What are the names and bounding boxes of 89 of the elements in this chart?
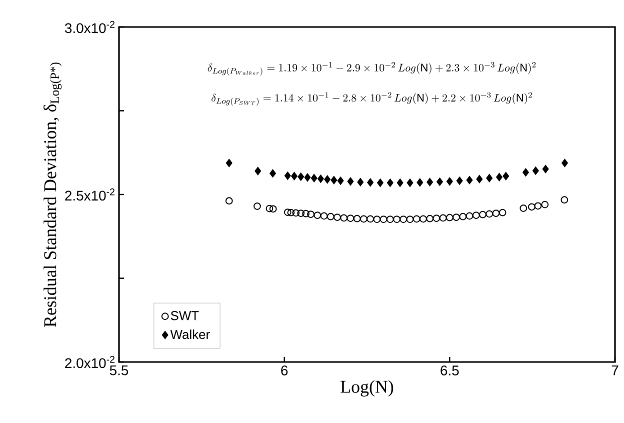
legend-label: Walker — [170, 330, 210, 340]
point — [347, 177, 354, 186]
x-tick-label: 6.5 — [440, 366, 459, 376]
point — [254, 166, 262, 176]
point — [486, 210, 494, 218]
point — [432, 214, 440, 222]
point — [330, 176, 338, 184]
point — [479, 210, 486, 218]
point — [498, 208, 506, 216]
point — [562, 158, 568, 168]
point — [522, 168, 529, 176]
point — [542, 164, 549, 174]
point — [377, 178, 384, 187]
point — [472, 212, 480, 219]
point — [412, 215, 420, 223]
point — [337, 176, 344, 185]
point — [298, 172, 304, 181]
point — [416, 178, 424, 187]
point — [406, 178, 414, 187]
point — [436, 178, 443, 186]
point — [340, 214, 348, 222]
point — [270, 169, 276, 178]
point — [420, 215, 427, 223]
point — [302, 210, 310, 218]
x-tick-label: 6 — [281, 366, 288, 376]
point — [320, 212, 328, 220]
point — [353, 214, 361, 222]
point — [346, 214, 354, 222]
point — [304, 173, 311, 182]
point — [406, 216, 414, 223]
point — [284, 208, 292, 216]
x-tick-label: 5.5 — [110, 366, 128, 376]
point — [393, 216, 400, 223]
point — [532, 166, 539, 175]
point — [496, 172, 502, 182]
point — [492, 210, 500, 217]
point — [476, 175, 483, 184]
y-tick-label: 2.5x10$^{-2}$ — [65, 188, 114, 201]
point — [446, 214, 454, 222]
point — [226, 158, 232, 168]
point — [314, 212, 322, 219]
annotation: $\delta_{Log(P_{SWT})} = 1.14\times 10^{-1} - 2.8\times 10^{-2}\,Log(\mathrm{N}) + 2.2\times 10^{-3}\,Log(\mathrm{N})^{2}$ — [212, 92, 532, 106]
y-axis-title: Residual Standard Deviation, δ$_{Log(P*)}$ — [44, 62, 62, 327]
point — [502, 172, 510, 180]
point — [310, 174, 318, 182]
point — [284, 172, 291, 180]
point — [367, 178, 374, 187]
point — [400, 216, 408, 223]
point — [324, 175, 331, 184]
point — [528, 203, 536, 211]
point — [225, 197, 233, 205]
point — [386, 178, 394, 187]
point — [287, 208, 295, 216]
point — [426, 178, 434, 186]
point — [297, 210, 305, 217]
point — [466, 176, 473, 184]
point — [426, 214, 434, 222]
point — [456, 176, 463, 185]
point — [307, 210, 314, 218]
point — [357, 178, 364, 186]
point — [452, 214, 460, 221]
point — [318, 174, 324, 183]
point — [459, 212, 467, 220]
point — [486, 174, 493, 182]
x-tick-label: 7 — [612, 366, 618, 376]
x-axis-title: Log(N) — [340, 380, 394, 397]
point — [292, 209, 300, 217]
point — [520, 204, 528, 212]
point — [291, 172, 298, 180]
point — [386, 216, 394, 223]
point — [254, 202, 261, 210]
point — [541, 200, 549, 208]
point — [380, 216, 388, 223]
point — [366, 215, 374, 223]
annotation: $\delta_{Log(P_{Walker})} = 1.19\times 10^{-1} - 2.9\times 10^{-2}\,Log(\mathrm{N}) + 2.3\times 10^{-3}\,Log(\mathrm{N})^{2}$ — [208, 62, 536, 76]
point — [373, 216, 381, 223]
point — [266, 204, 274, 212]
legend-label: SWT — [170, 311, 199, 320]
point — [560, 196, 568, 204]
point — [326, 212, 334, 220]
point — [269, 205, 277, 213]
y-tick-label: 3.0x10$^{-2}$ — [64, 20, 114, 34]
point — [360, 215, 368, 223]
point — [396, 178, 404, 187]
point — [466, 212, 474, 220]
point — [439, 214, 447, 222]
point — [534, 202, 542, 210]
point — [334, 214, 341, 221]
point — [446, 177, 453, 186]
